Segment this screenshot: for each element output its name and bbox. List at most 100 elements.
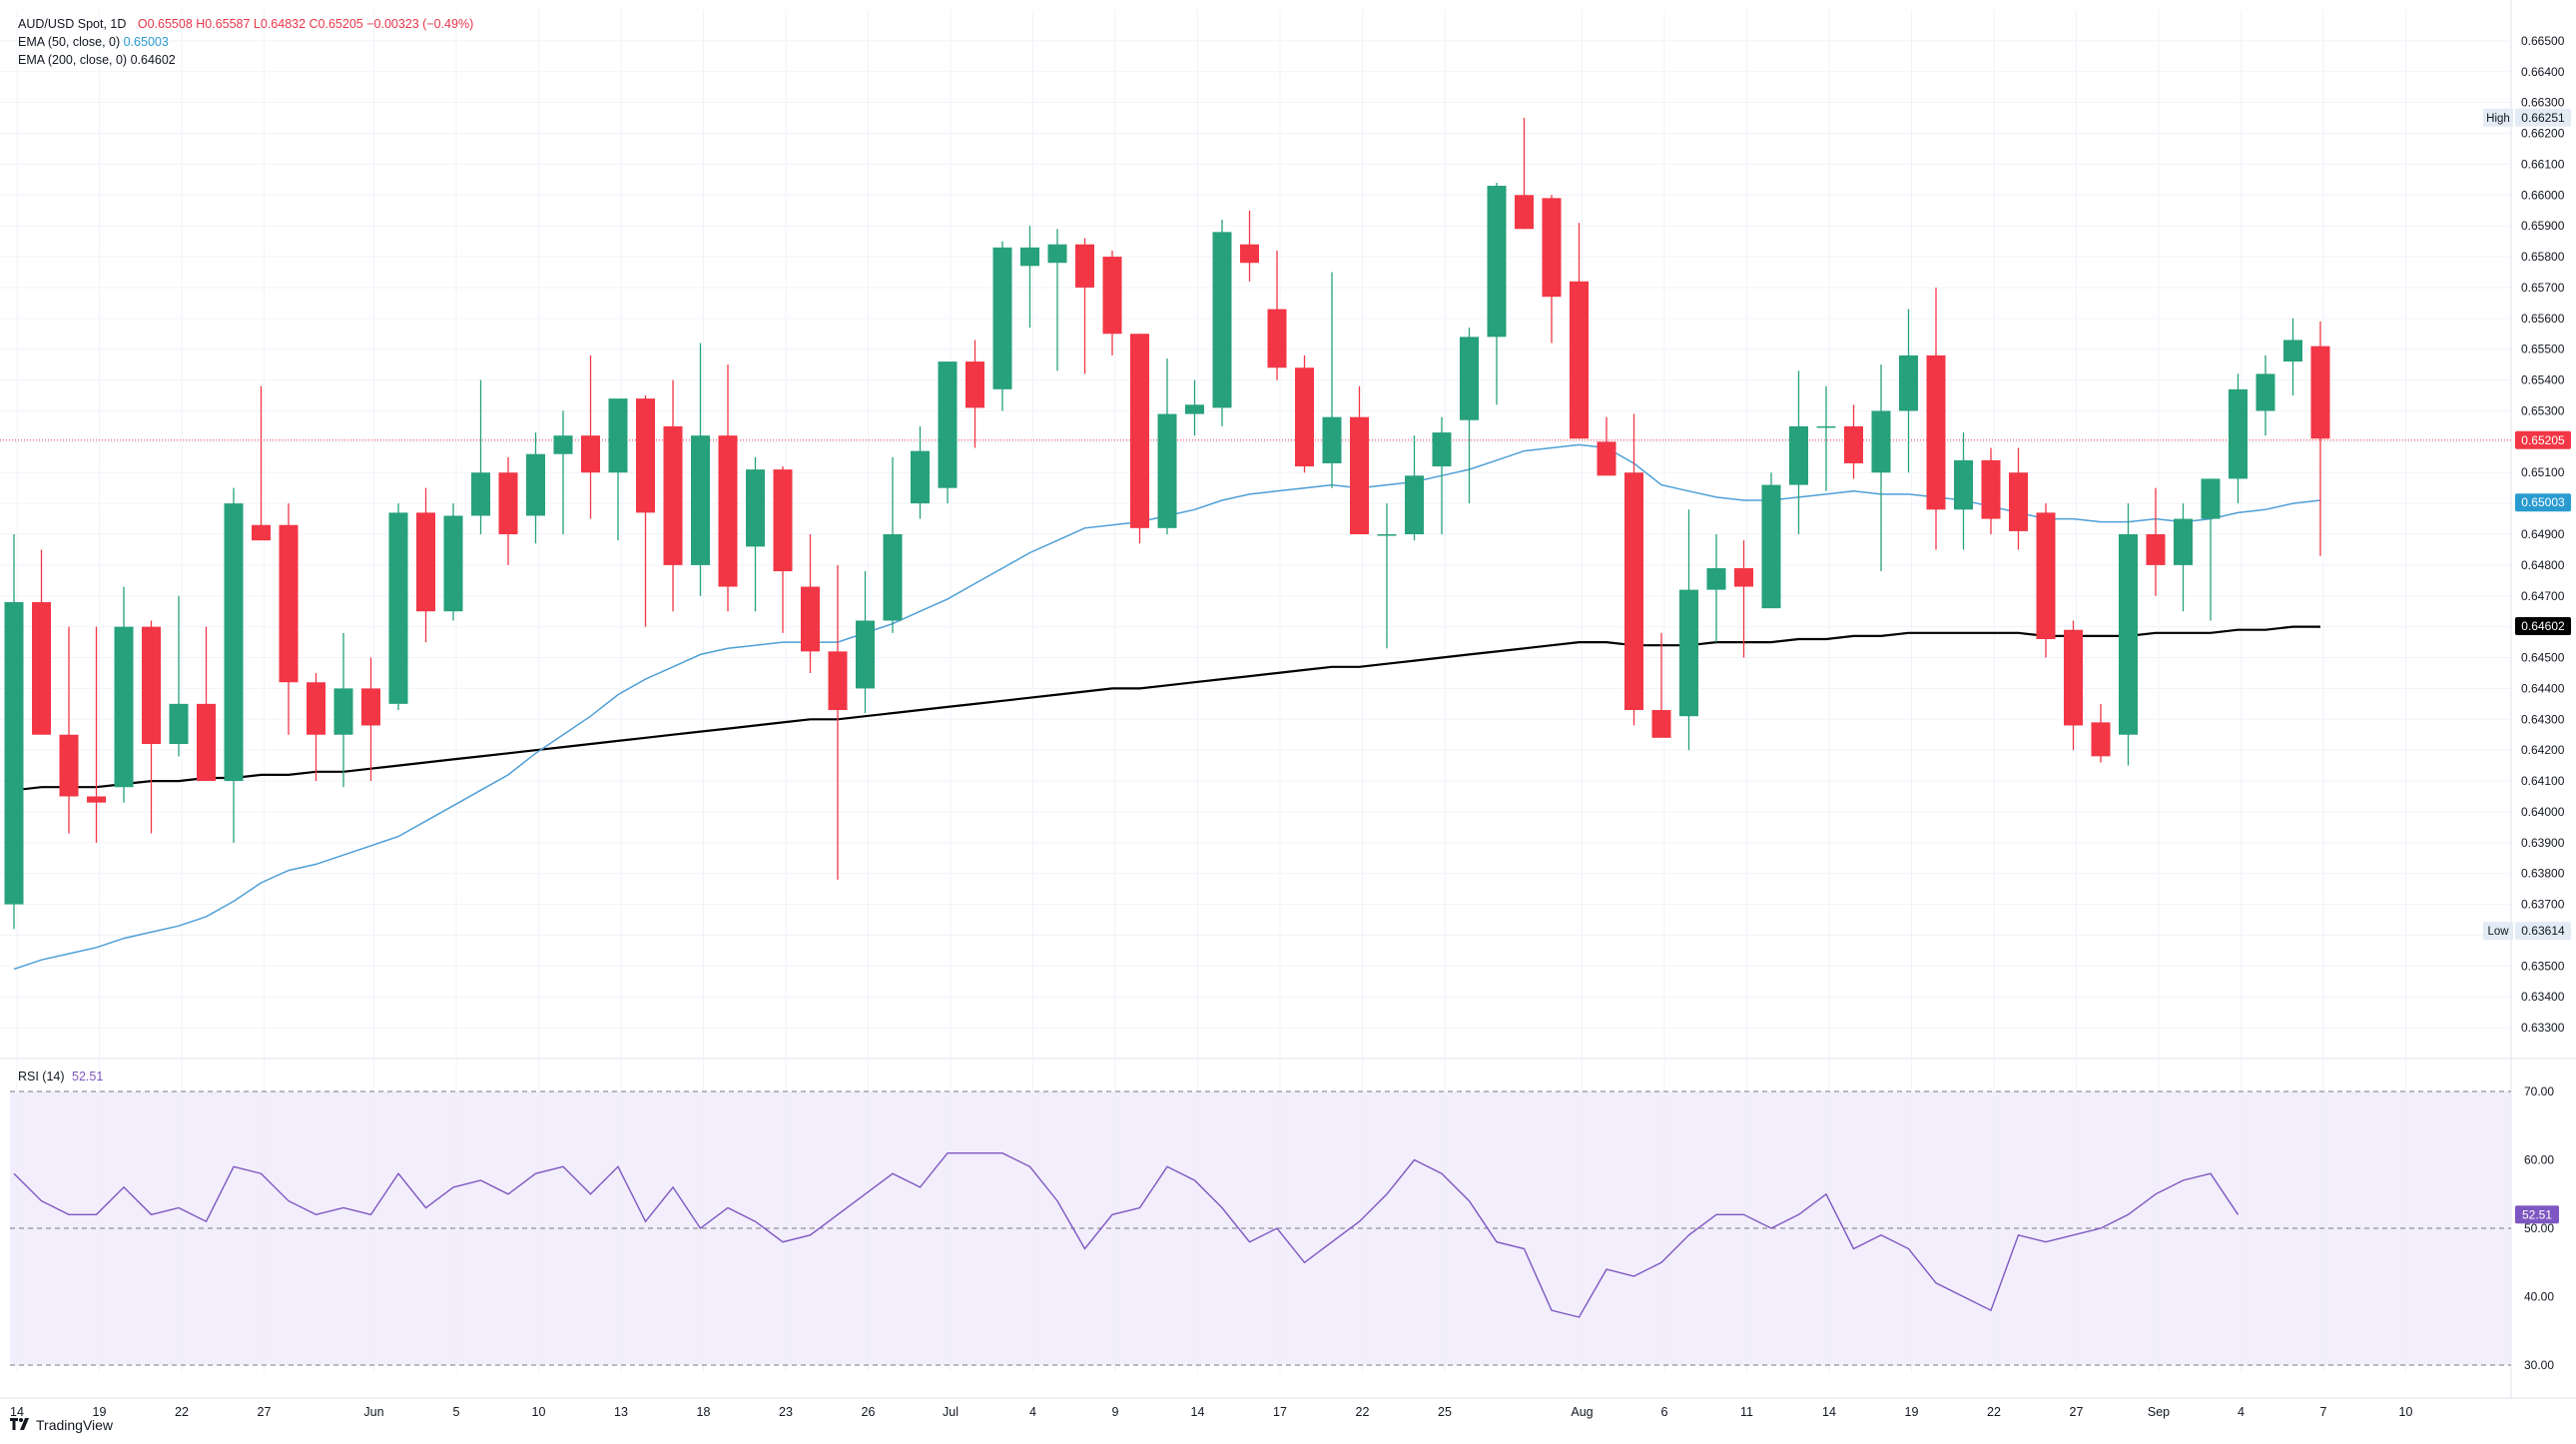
candle[interactable] <box>307 672 325 782</box>
candle[interactable] <box>1267 250 1287 380</box>
candle[interactable] <box>443 503 463 621</box>
candle[interactable] <box>197 626 216 782</box>
candle[interactable] <box>2091 703 2111 763</box>
candle[interactable] <box>1926 287 1946 550</box>
candle[interactable] <box>333 632 353 788</box>
candle[interactable] <box>1542 195 1562 344</box>
candle[interactable] <box>1981 447 2001 534</box>
candle[interactable] <box>142 620 161 834</box>
x-tick-label: 22 <box>1356 1405 1370 1419</box>
legend-ema50-row[interactable]: EMA (50, close, 0) 0.65003 <box>18 33 473 51</box>
candle[interactable] <box>1624 413 1643 726</box>
candle-body <box>443 515 463 612</box>
candle[interactable] <box>1954 432 1973 550</box>
candle[interactable] <box>1899 309 1918 473</box>
candle[interactable] <box>1761 472 1781 609</box>
candle[interactable] <box>1816 385 1836 491</box>
candle[interactable] <box>1597 416 1616 476</box>
candle[interactable] <box>1487 182 1507 405</box>
candle[interactable] <box>32 549 51 735</box>
candle[interactable] <box>2255 355 2275 436</box>
candle[interactable] <box>581 355 600 519</box>
candle-body <box>252 524 271 541</box>
candle[interactable] <box>1157 358 1177 534</box>
candle[interactable] <box>2064 620 2083 751</box>
candle[interactable] <box>911 425 930 519</box>
candle-body <box>992 247 1012 389</box>
candle[interactable] <box>608 398 628 541</box>
candle[interactable] <box>1377 503 1397 649</box>
candle[interactable] <box>2283 318 2302 396</box>
candle[interactable] <box>636 395 655 627</box>
candle[interactable] <box>1075 238 1094 374</box>
candle[interactable] <box>4 534 24 930</box>
candle[interactable] <box>59 626 79 834</box>
legend-ema200-row[interactable]: EMA (200, close, 0) 0.64602 <box>18 51 473 69</box>
candle[interactable] <box>388 503 408 711</box>
candle[interactable] <box>224 487 244 843</box>
candle[interactable] <box>1130 334 1149 544</box>
candle[interactable] <box>252 385 271 541</box>
candle[interactable] <box>1432 416 1452 534</box>
candle[interactable] <box>1322 272 1342 488</box>
candle[interactable] <box>966 340 984 448</box>
candle[interactable] <box>471 379 490 534</box>
candle[interactable] <box>1570 223 1589 439</box>
candle[interactable] <box>2036 503 2056 658</box>
candle[interactable] <box>2174 503 2193 612</box>
candle[interactable] <box>1212 220 1232 426</box>
candle[interactable] <box>1679 509 1698 751</box>
candle[interactable] <box>1789 370 1808 534</box>
candle-body <box>663 425 683 565</box>
y-tick-label: 0.64300 <box>2521 712 2565 726</box>
candle[interactable] <box>1020 226 1039 329</box>
candle[interactable] <box>1460 328 1479 504</box>
candle[interactable] <box>526 432 545 544</box>
candle-body <box>2146 534 2166 565</box>
candle[interactable] <box>828 564 848 880</box>
candle[interactable] <box>553 410 573 534</box>
tradingview-logo[interactable]: TradingView <box>10 1417 113 1433</box>
candle[interactable] <box>938 361 958 504</box>
candle[interactable] <box>1350 385 1369 534</box>
candle[interactable] <box>746 456 765 612</box>
candle[interactable] <box>2229 373 2248 504</box>
candle[interactable] <box>992 241 1012 411</box>
candle[interactable] <box>87 626 106 843</box>
candle[interactable] <box>169 595 189 757</box>
candle[interactable] <box>663 379 683 612</box>
candle[interactable] <box>1405 435 1424 541</box>
candle[interactable] <box>691 343 710 596</box>
candle-body <box>197 703 216 782</box>
candle[interactable] <box>718 364 738 612</box>
candle[interactable] <box>1185 379 1204 436</box>
candle[interactable] <box>279 503 299 735</box>
candle[interactable] <box>114 586 134 803</box>
candle[interactable] <box>773 466 793 633</box>
candle[interactable] <box>856 571 875 714</box>
candle[interactable] <box>801 534 820 673</box>
candle[interactable] <box>498 456 518 565</box>
candle[interactable] <box>1295 355 1314 473</box>
candle[interactable] <box>1734 540 1753 658</box>
symbol-name[interactable]: AUD/USD Spot, 1D <box>18 17 127 31</box>
candle[interactable] <box>1706 534 1726 643</box>
candle[interactable] <box>2009 447 2028 550</box>
candle[interactable] <box>883 456 903 633</box>
candle[interactable] <box>361 657 380 782</box>
rsi-legend[interactable]: RSI (14) 52.51 <box>18 1070 103 1083</box>
candle[interactable] <box>1844 404 1863 479</box>
candle[interactable] <box>2201 478 2221 621</box>
candle[interactable] <box>2310 321 2330 556</box>
candle[interactable] <box>2146 487 2166 596</box>
candle[interactable] <box>1871 364 1891 572</box>
candle[interactable] <box>1102 250 1122 356</box>
candle[interactable] <box>416 487 435 643</box>
candle[interactable] <box>1047 229 1067 371</box>
candle-body <box>2201 478 2221 519</box>
candle[interactable] <box>1651 632 1671 738</box>
candle[interactable] <box>1515 118 1534 230</box>
candle[interactable] <box>1240 210 1259 282</box>
candle[interactable] <box>2119 503 2138 766</box>
